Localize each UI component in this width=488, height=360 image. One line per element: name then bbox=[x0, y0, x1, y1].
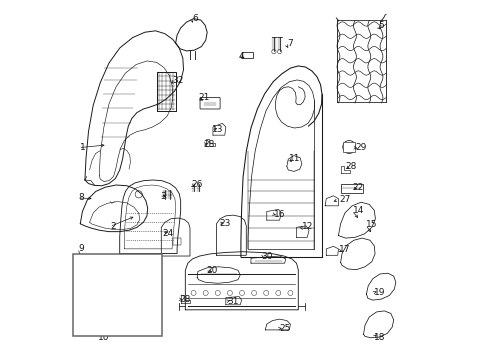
Circle shape bbox=[90, 302, 93, 305]
Text: 22: 22 bbox=[352, 183, 363, 192]
Text: 5: 5 bbox=[377, 21, 383, 30]
Text: 31: 31 bbox=[227, 297, 239, 306]
Text: 23: 23 bbox=[219, 219, 230, 228]
Text: 1: 1 bbox=[80, 143, 85, 152]
Text: 28: 28 bbox=[179, 294, 190, 303]
Text: 10: 10 bbox=[98, 333, 109, 342]
Bar bbox=[241, 52, 253, 58]
FancyBboxPatch shape bbox=[200, 98, 220, 109]
Text: 25: 25 bbox=[278, 324, 290, 333]
Bar bbox=[340, 184, 362, 193]
Text: 26: 26 bbox=[191, 180, 203, 189]
Text: 9: 9 bbox=[79, 244, 84, 253]
Circle shape bbox=[117, 302, 120, 305]
Text: 13: 13 bbox=[212, 125, 224, 134]
Text: 4: 4 bbox=[238, 52, 244, 61]
Bar bbox=[73, 254, 162, 336]
Text: 20: 20 bbox=[206, 266, 217, 275]
Text: 2: 2 bbox=[110, 222, 116, 231]
Text: 32: 32 bbox=[172, 76, 183, 85]
Text: 14: 14 bbox=[352, 206, 364, 215]
Text: 27: 27 bbox=[339, 195, 350, 204]
Text: 28: 28 bbox=[203, 140, 214, 149]
Text: 18: 18 bbox=[373, 333, 385, 342]
Bar bbox=[343, 142, 354, 152]
Text: 15: 15 bbox=[366, 220, 377, 229]
Text: 19: 19 bbox=[373, 288, 385, 297]
Circle shape bbox=[103, 302, 106, 305]
Text: 29: 29 bbox=[354, 143, 366, 152]
Text: 7: 7 bbox=[286, 39, 292, 48]
Text: 16: 16 bbox=[273, 210, 285, 219]
Text: 8: 8 bbox=[79, 193, 84, 202]
Text: 24: 24 bbox=[163, 229, 174, 238]
Text: 3: 3 bbox=[160, 192, 165, 201]
Bar bbox=[172, 238, 180, 244]
Text: 6: 6 bbox=[192, 14, 198, 23]
Text: 17: 17 bbox=[338, 246, 349, 255]
Circle shape bbox=[129, 302, 132, 305]
Text: 12: 12 bbox=[301, 222, 313, 231]
Text: 30: 30 bbox=[261, 252, 272, 261]
Text: 21: 21 bbox=[198, 93, 209, 102]
Text: 28: 28 bbox=[345, 162, 356, 171]
Text: 11: 11 bbox=[289, 154, 300, 163]
